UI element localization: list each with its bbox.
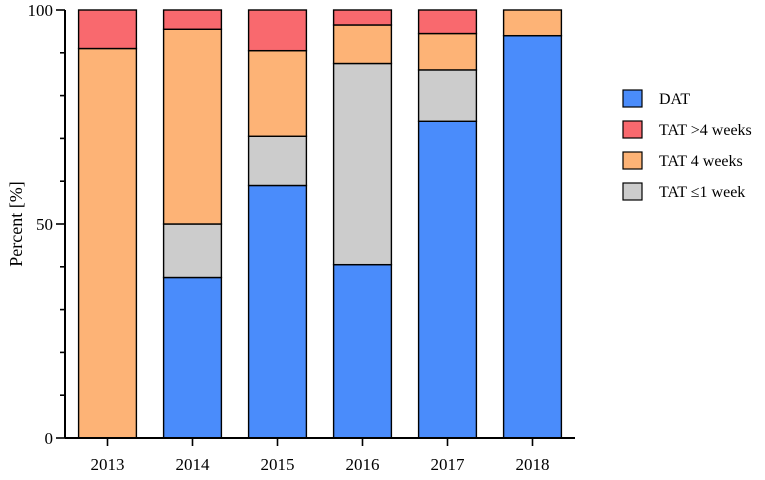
bar-2014-series-0: [162, 276, 223, 439]
x-tick-label: 2015: [261, 455, 295, 474]
y-tick-label: 100: [28, 1, 54, 20]
y-tick-label: 0: [45, 429, 54, 448]
bar-2014-series-1: [162, 223, 223, 279]
bar-2018-series-2: [502, 9, 563, 37]
legend-label: DAT: [659, 91, 690, 108]
bar-2013-series-3: [77, 9, 138, 50]
legend-swatch: [622, 89, 643, 108]
legend-label: TAT ≤1 week: [659, 184, 745, 201]
y-tick-label: 50: [36, 215, 53, 234]
x-tick-label: 2017: [431, 455, 466, 474]
axes-group: 0 50 100 2013 2014 2015 2016 2017 2018: [28, 1, 575, 474]
x-tick-label: 2016: [346, 455, 380, 474]
bar-2016-series-0: [332, 263, 393, 439]
legend-swatch: [622, 182, 643, 201]
bar-2015-series-3: [247, 9, 308, 52]
bar-2016-series-3: [332, 9, 393, 26]
bar-2017-series-3: [417, 9, 478, 35]
bar-2014-series-3: [162, 9, 223, 30]
bar-2015-series-0: [247, 184, 308, 439]
bar-2015-series-1: [247, 135, 308, 187]
legend-swatch: [622, 120, 643, 139]
bar-2017-series-0: [417, 120, 478, 439]
bar-2014-series-2: [162, 28, 223, 225]
legend-label: TAT 4 weeks: [659, 153, 743, 170]
y-axis-title: Percent [%]: [6, 181, 26, 266]
bars-group: [77, 9, 563, 439]
legend-label: TAT >4 weeks: [659, 122, 752, 139]
bar-2013-series-2: [77, 47, 138, 439]
x-tick-label: 2018: [516, 455, 550, 474]
bar-2017-series-2: [417, 32, 478, 71]
bar-2016-series-2: [332, 24, 393, 65]
x-tick-label: 2013: [91, 455, 125, 474]
bar-2018-series-0: [502, 34, 563, 439]
bar-2016-series-1: [332, 62, 393, 266]
x-tick-label: 2014: [176, 455, 211, 474]
legend-swatch: [622, 151, 643, 170]
bar-2017-series-1: [417, 69, 478, 122]
legend: DAT TAT >4 weeks TAT 4 weeks TAT ≤1 week: [622, 89, 752, 201]
bar-2015-series-2: [247, 49, 308, 137]
